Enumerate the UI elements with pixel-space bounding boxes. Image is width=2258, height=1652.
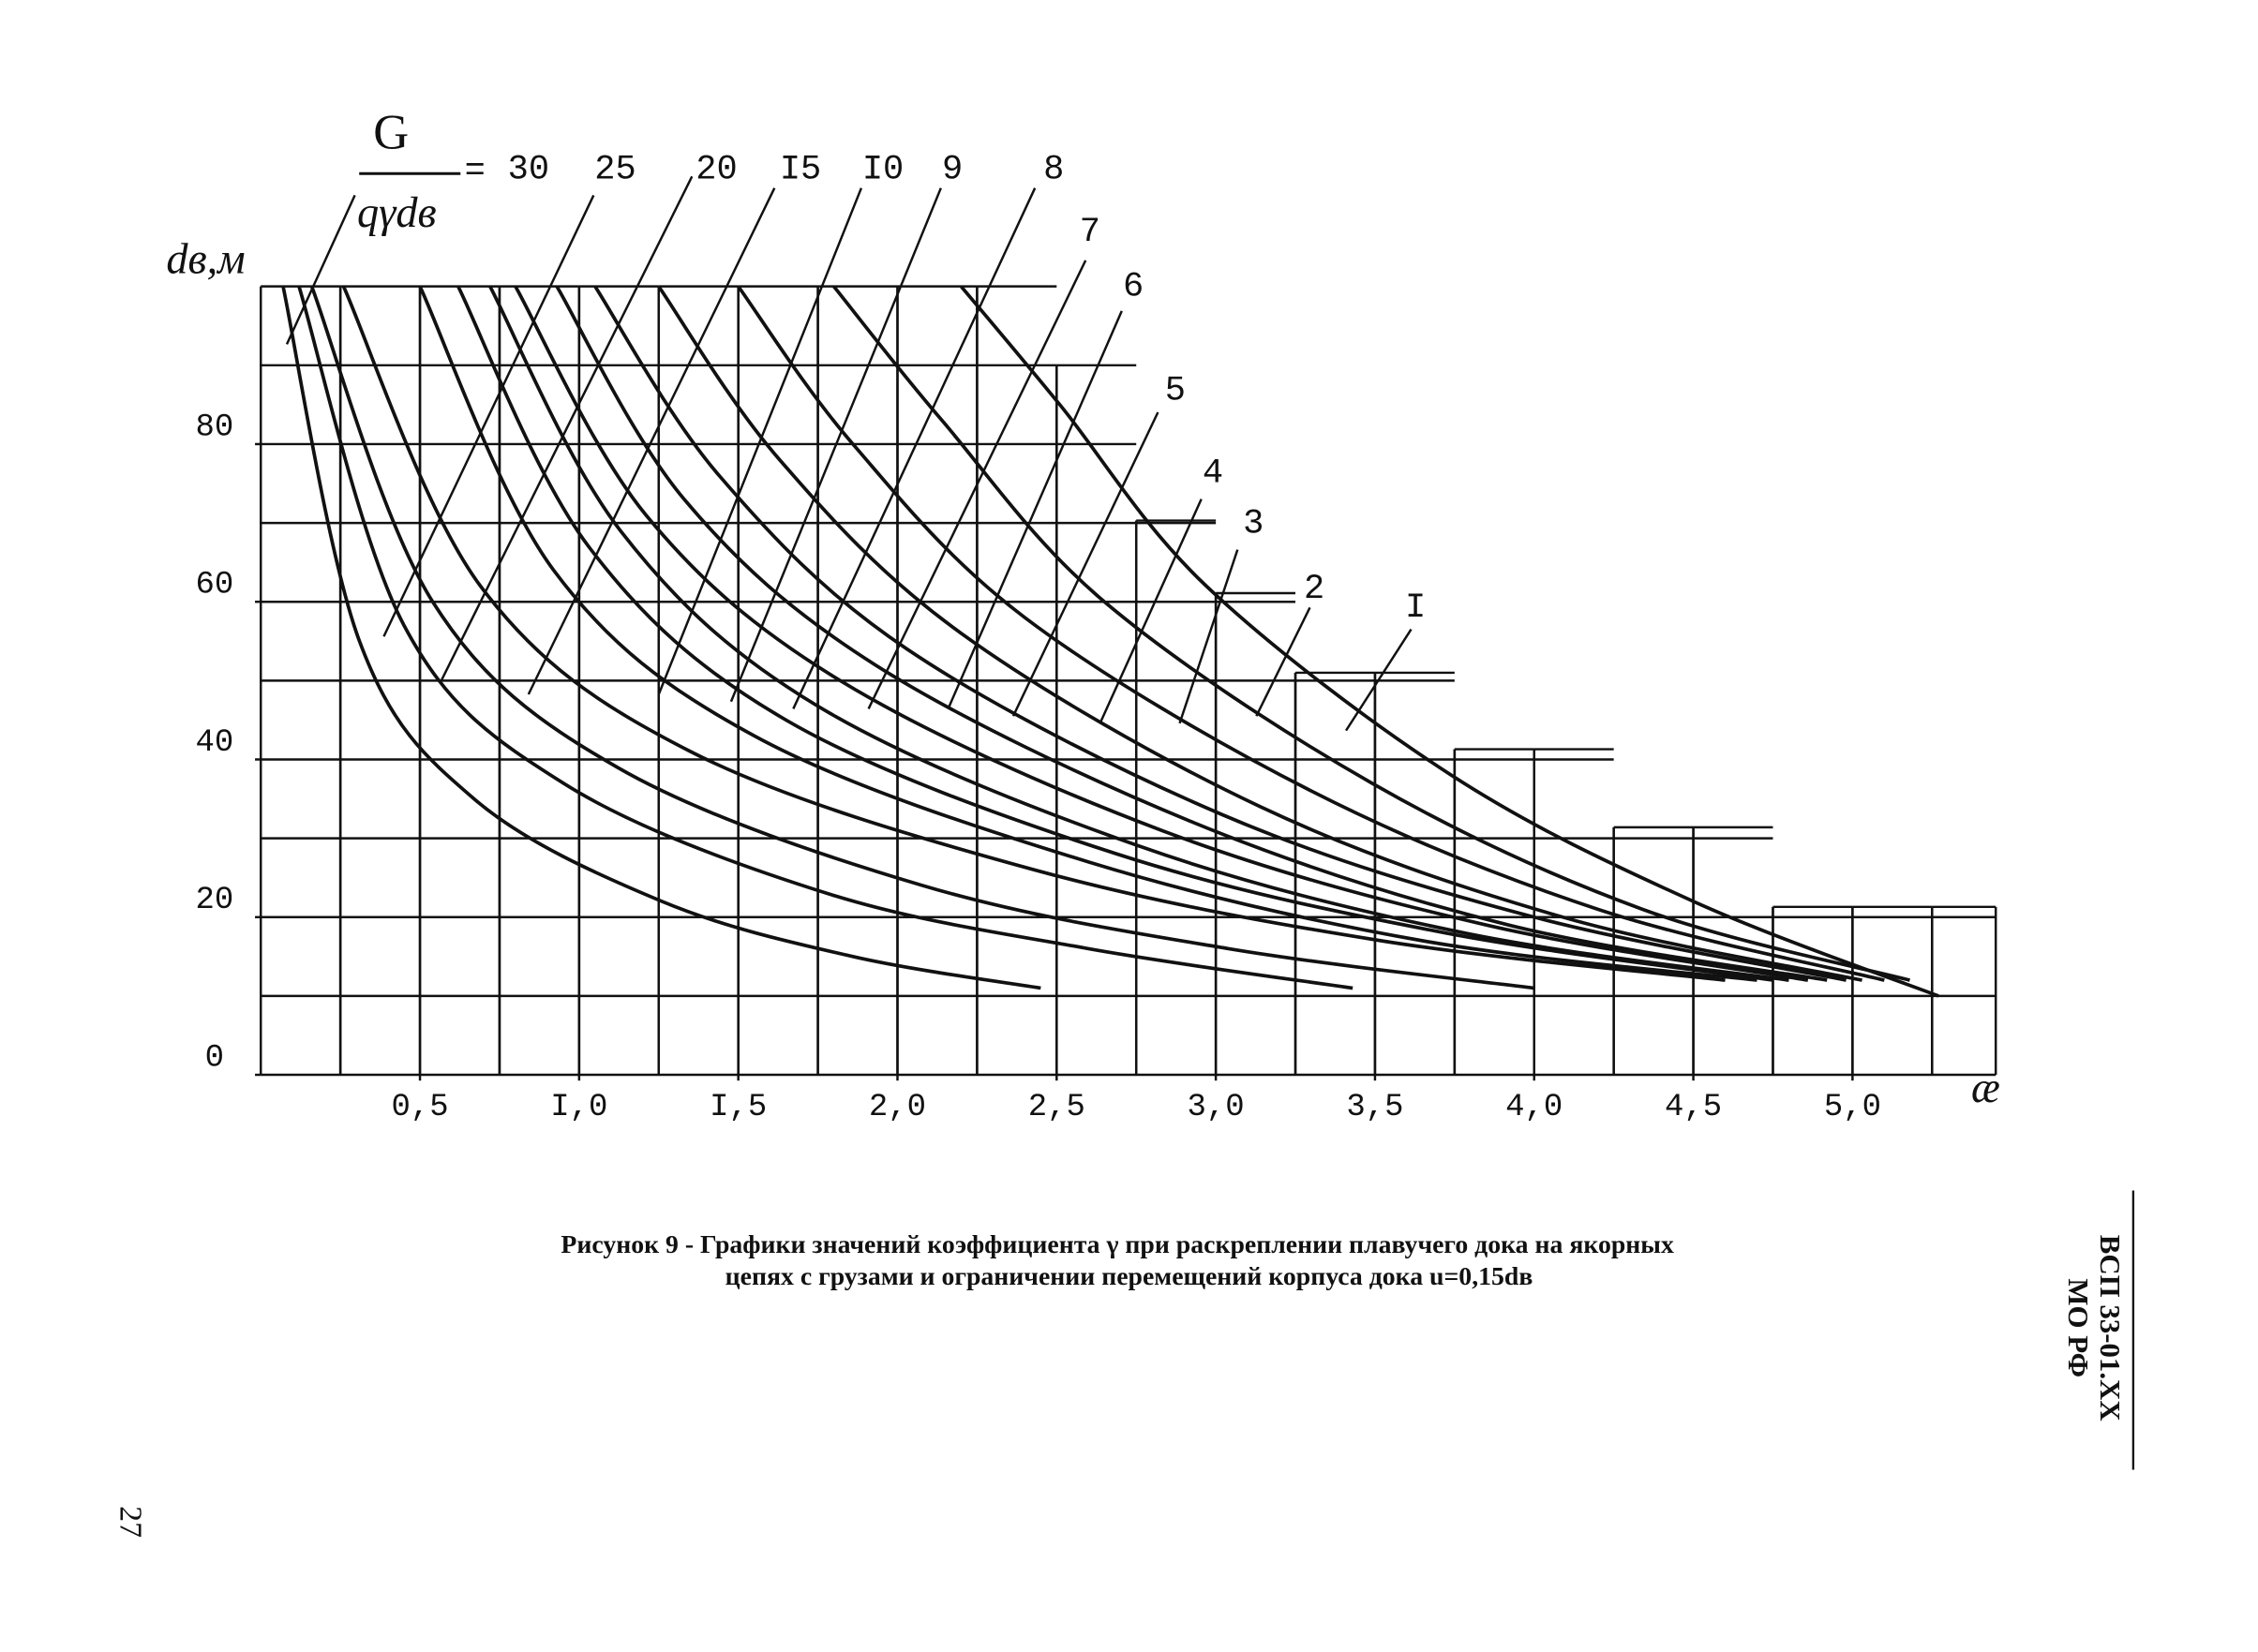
curve-label: I0 — [862, 150, 904, 189]
curve — [297, 286, 1353, 990]
x-tick-label: 5,0 — [1824, 1090, 1881, 1125]
curve-label: 9 — [942, 150, 963, 189]
leader-line — [729, 187, 942, 703]
leader-line — [285, 194, 356, 345]
leader-line — [867, 260, 1087, 709]
curve — [832, 285, 1911, 982]
curve-label: 5 — [1165, 372, 1186, 411]
y-tick-label: 60 — [195, 568, 233, 603]
x-tick-label: 4,0 — [1505, 1090, 1563, 1125]
leader-line — [441, 175, 694, 681]
leader-line — [1345, 628, 1413, 732]
x-tick-label: 2,5 — [1028, 1090, 1085, 1125]
y-tick-label: 80 — [195, 409, 233, 445]
leader-line — [1099, 499, 1203, 724]
x-tick-label: 3,0 — [1188, 1090, 1245, 1125]
curve — [959, 285, 1939, 998]
curve-label: I5 — [780, 150, 821, 189]
legend-sign: = — [465, 152, 486, 191]
curve — [514, 285, 1809, 982]
y-tick-label: 40 — [195, 725, 233, 761]
curve — [657, 285, 1862, 982]
curve-label: I — [1405, 588, 1426, 628]
curve-label: 20 — [695, 150, 737, 189]
curve-label: 6 — [1123, 267, 1144, 306]
legend-numerator: G — [373, 106, 409, 160]
side-label: ВСП 33-01.ХХ МО РФ — [2062, 1190, 2135, 1470]
x-axis-label: æ — [1971, 1064, 2000, 1112]
curve-label: 25 — [594, 150, 636, 189]
leader-line — [1255, 606, 1311, 717]
y-tick-label: 20 — [195, 883, 233, 918]
leader-line — [382, 194, 595, 637]
curve — [309, 286, 1534, 990]
y-tick-label: 0 — [205, 1040, 224, 1076]
caption-line: цепях с грузами и ограничении перемещени… — [725, 1262, 1533, 1291]
curve — [488, 285, 1789, 982]
leader-line — [1011, 411, 1159, 717]
curve — [555, 285, 1828, 982]
caption-line: Рисунок 9 - Графики значений коэффициент… — [561, 1230, 1674, 1259]
curve-label: 8 — [1043, 150, 1064, 189]
x-tick-label: 4,5 — [1665, 1090, 1722, 1125]
page-number: 27 — [112, 1506, 147, 1538]
curve — [341, 285, 1726, 982]
curve — [456, 285, 1773, 982]
curve-label: 4 — [1203, 454, 1223, 494]
curve — [281, 286, 1041, 990]
curve — [418, 285, 1757, 982]
leader-line — [792, 187, 1037, 709]
x-tick-label: I,0 — [550, 1090, 607, 1125]
x-tick-label: 0,5 — [391, 1090, 448, 1125]
curve-label: 30 — [508, 150, 549, 189]
curve — [593, 285, 1847, 982]
x-tick-label: I,5 — [710, 1090, 767, 1125]
legend-denominator: qγdв — [357, 189, 437, 237]
curve-label: 2 — [1304, 570, 1324, 609]
leader-line — [657, 187, 863, 695]
grid: 0 20 40 60 80 0,5 I,0 I,5 2,0 2,5 3,0 3,5 4,0 4,5 5,0 — [195, 285, 1997, 1125]
curve-label: 3 — [1243, 505, 1264, 544]
leader-line — [527, 187, 776, 695]
side-org: МО РФ — [2062, 1278, 2095, 1377]
side-code: ВСП 33-01.ХХ — [2094, 1235, 2127, 1421]
plot: 30 25 20 I5 I0 9 876 5 43 2 I — [281, 150, 1939, 998]
leader-line — [1178, 549, 1239, 724]
x-tick-label: 3,5 — [1346, 1090, 1403, 1125]
curve-label: 7 — [1080, 213, 1100, 252]
curve — [737, 285, 1885, 982]
leader-line — [947, 310, 1123, 709]
x-tick-label: 2,0 — [869, 1090, 926, 1125]
y-axis-label: dв,м — [166, 236, 245, 284]
